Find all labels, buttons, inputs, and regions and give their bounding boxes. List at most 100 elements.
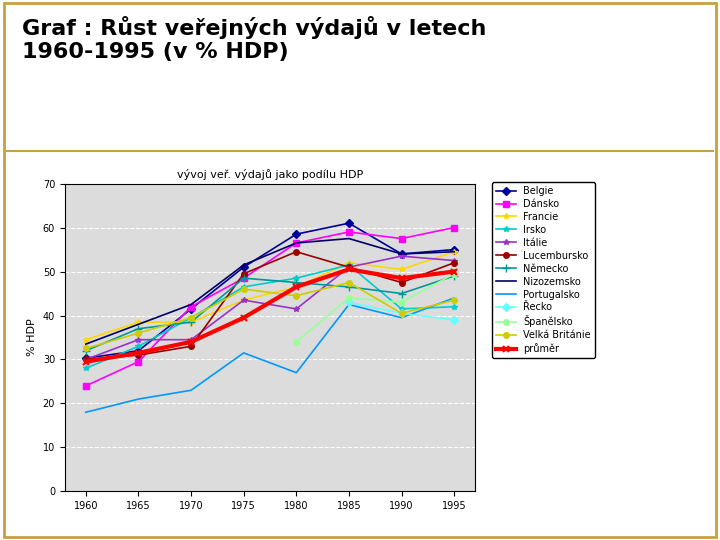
průměr xyxy=(186,339,195,345)
Francie xyxy=(81,336,90,343)
Francie xyxy=(239,297,248,303)
Portugalsko xyxy=(134,396,143,402)
Itálie xyxy=(345,264,354,271)
Francie xyxy=(186,319,195,325)
Německo xyxy=(345,284,354,290)
Irsko xyxy=(81,365,90,372)
Německo xyxy=(81,347,90,354)
průměr xyxy=(397,275,406,281)
Irsko xyxy=(397,306,406,312)
Legend: Belgie, Dánsko, Francie, Irsko, Itálie, Lucembursko, Německo, Nizozemsko, Portug: Belgie, Dánsko, Francie, Irsko, Itálie, … xyxy=(492,183,595,358)
Velká Británie xyxy=(450,297,459,303)
Itálie xyxy=(450,258,459,264)
Lucembursko xyxy=(397,279,406,286)
Nizozemsko xyxy=(186,301,195,308)
Dánsko xyxy=(397,235,406,242)
průměr xyxy=(81,359,90,365)
Dánsko xyxy=(186,303,195,310)
Irsko xyxy=(292,275,301,281)
Španělsko xyxy=(345,295,354,301)
Lucembursko xyxy=(134,352,143,359)
Line: Irsko: Irsko xyxy=(83,262,457,371)
Nizozemsko xyxy=(239,262,248,268)
Nizozemsko xyxy=(134,321,143,328)
Belgie xyxy=(397,251,406,257)
Lucembursko xyxy=(292,248,301,255)
Německo xyxy=(239,275,248,281)
Line: Portugalsko: Portugalsko xyxy=(86,298,454,412)
Portugalsko xyxy=(186,387,195,394)
Line: Nizozemsko: Nizozemsko xyxy=(86,239,454,344)
Portugalsko xyxy=(81,409,90,415)
Velká Británie xyxy=(81,345,90,352)
Francie xyxy=(397,266,406,273)
Dánsko xyxy=(81,383,90,389)
Irsko xyxy=(239,284,248,290)
Text: Graf : Růst veřejných výdajů v letech
1960-1995 (v % HDP): Graf : Růst veřejných výdajů v letech 19… xyxy=(22,16,486,63)
Lucembursko xyxy=(450,260,459,266)
Francie xyxy=(292,284,301,290)
Itálie xyxy=(239,297,248,303)
Itálie xyxy=(397,253,406,259)
Řecko xyxy=(397,310,406,316)
Irsko xyxy=(450,303,459,310)
Velká Británie xyxy=(345,279,354,286)
Itálie xyxy=(186,336,195,343)
Německo xyxy=(186,319,195,325)
Velká Británie xyxy=(186,314,195,321)
Dánsko xyxy=(239,275,248,281)
Line: průměr: průměr xyxy=(82,266,458,365)
Line: Belgie: Belgie xyxy=(83,220,457,361)
Francie xyxy=(345,260,354,266)
Irsko xyxy=(134,343,143,349)
Lucembursko xyxy=(239,271,248,277)
Francie xyxy=(450,248,459,255)
Francie xyxy=(134,319,143,325)
Portugalsko xyxy=(450,295,459,301)
Portugalsko xyxy=(345,301,354,308)
Německo xyxy=(292,279,301,286)
Itálie xyxy=(134,336,143,343)
Portugalsko xyxy=(292,369,301,376)
Portugalsko xyxy=(397,314,406,321)
Velká Británie xyxy=(134,330,143,336)
Line: Španělsko: Španělsko xyxy=(294,271,457,345)
průměr xyxy=(134,350,143,356)
Belgie xyxy=(450,246,459,253)
Španělsko xyxy=(292,339,301,345)
Irsko xyxy=(345,262,354,268)
průměr xyxy=(239,314,248,321)
průměr xyxy=(292,284,301,290)
Řecko xyxy=(345,299,354,306)
Itálie xyxy=(292,306,301,312)
Line: Německo: Německo xyxy=(81,272,459,355)
Portugalsko xyxy=(239,350,248,356)
Nizozemsko xyxy=(450,248,459,255)
Dánsko xyxy=(345,229,354,235)
Španělsko xyxy=(450,271,459,277)
Nizozemsko xyxy=(345,235,354,242)
Belgie xyxy=(345,220,354,226)
Belgie xyxy=(239,264,248,271)
Line: Francie: Francie xyxy=(83,249,457,342)
Line: Dánsko: Dánsko xyxy=(83,225,457,389)
Itálie xyxy=(81,356,90,363)
Line: Řecko: Řecko xyxy=(346,300,457,323)
Dánsko xyxy=(134,359,143,365)
Španělsko xyxy=(397,299,406,306)
průměr xyxy=(345,266,354,273)
Lucembursko xyxy=(345,264,354,271)
Lucembursko xyxy=(186,343,195,349)
Německo xyxy=(134,326,143,332)
Nizozemsko xyxy=(81,341,90,347)
Belgie xyxy=(81,355,90,361)
Řecko xyxy=(450,316,459,323)
Velká Británie xyxy=(292,293,301,299)
Dánsko xyxy=(292,240,301,246)
Line: Lucembursko: Lucembursko xyxy=(83,249,457,362)
Line: Velká Británie: Velká Británie xyxy=(83,280,457,352)
Title: vývoj veř. výdajů jako podílu HDP: vývoj veř. výdajů jako podílu HDP xyxy=(177,169,363,180)
Belgie xyxy=(134,347,143,354)
Nizozemsko xyxy=(397,251,406,257)
průměr xyxy=(450,268,459,275)
